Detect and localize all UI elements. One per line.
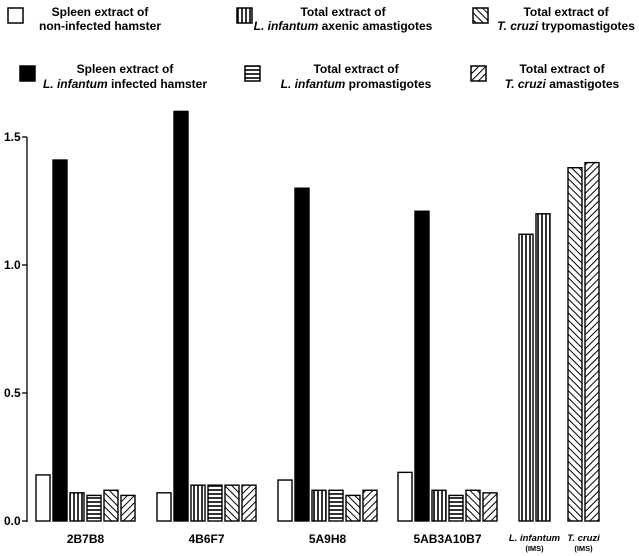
legend-label-s1-line2: non-infected hamster [39,19,161,33]
legend-label-s1-line1: Spleen extract of [52,5,150,19]
category-labels: 2B7B8 4B6F7 5A9H8 5AB3A10B7 L. infantum(IMS)… [67,532,600,553]
y-tick-label: 0.5 [4,386,21,400]
legend-swatch-s2 [19,65,36,82]
bar-l-infantum-s3-1 [535,213,551,522]
bar-5a9h8-s5-4 [345,494,361,522]
bar-5a9h8-s4-3 [328,489,344,522]
bar-5ab3a10b7-s2-1 [414,210,430,522]
legend-label-s2-line2: L. infantum infected hamster [43,77,207,91]
y-tick-label: 1.5 [4,130,21,144]
bar-5a9h8-s6-5 [362,489,378,522]
bar-5ab3a10b7-s1-0 [397,471,413,522]
legend-swatch-s4 [244,65,261,82]
legend-swatch-s1 [7,7,24,24]
bar-4b6f7-s6-5 [241,484,257,522]
bar-2b7b8-s2-1 [52,159,68,522]
legend-swatch-s5 [472,7,489,24]
legend-label-s5-line2: T. cruzi trypomastigotes [497,19,635,33]
bar-5ab3a10b7-s5-4 [465,489,481,522]
legend-label-s3-line1: Total extract of [300,5,386,19]
legend-label-s6-line1: Total extract of [519,62,605,76]
legend-swatch-s3 [236,7,253,24]
bar-4b6f7-s5-4 [224,484,240,522]
legend-label-s4-line2: L. infantum promastigotes [281,77,432,91]
category-sublabel: (IMS) [525,544,544,553]
category-label: L. infantum [509,533,561,544]
bar-5ab3a10b7-s3-2 [431,489,447,522]
bar-2b7b8-s1-0 [35,474,51,522]
bar-4b6f7-s2-1 [173,110,189,522]
category-label: 5A9H8 [309,532,347,546]
bar-t-cruzi-s6-1 [584,161,600,522]
bars [35,110,600,522]
bar-4b6f7-s4-3 [207,484,223,522]
y-tick-label: 0.0 [4,514,21,528]
legend-label-s3-line2: L. infantum axenic amastigotes [254,19,433,33]
legend-label-s5-line1: Total extract of [523,5,609,19]
bar-l-infantum-s3-0 [518,233,534,522]
bar-5a9h8-s1-0 [277,479,293,522]
bar-5ab3a10b7-s4-3 [448,494,464,522]
bar-2b7b8-s3-2 [69,492,85,522]
category-sublabel: (IMS) [574,544,593,553]
bar-t-cruzi-s5-0 [567,167,583,522]
category-label: 4B6F7 [188,532,224,546]
bar-5a9h8-s2-1 [294,187,310,522]
bar-2b7b8-s4-3 [86,494,102,522]
bar-4b6f7-s3-2 [190,484,206,522]
legend-swatch-s6 [470,65,487,82]
category-label: 5AB3A10B7 [413,532,481,546]
bar-4b6f7-s1-0 [156,492,172,522]
category-label: T. cruzi [567,533,600,544]
bar-2b7b8-s6-5 [120,494,136,522]
legend-label-s2-line1: Spleen extract of [77,62,175,76]
legend-label-s4-line1: Total extract of [313,62,399,76]
category-label: 2B7B8 [67,532,105,546]
bar-5a9h8-s3-2 [311,489,327,522]
bar-2b7b8-s5-4 [103,489,119,522]
bar-5ab3a10b7-s6-5 [482,492,498,522]
y-axis: 0.0 0.5 1.0 1.5 [4,130,28,528]
legend-label-s6-line2: T. cruzi amastigotes [505,77,620,91]
y-tick-label: 1.0 [4,258,21,272]
